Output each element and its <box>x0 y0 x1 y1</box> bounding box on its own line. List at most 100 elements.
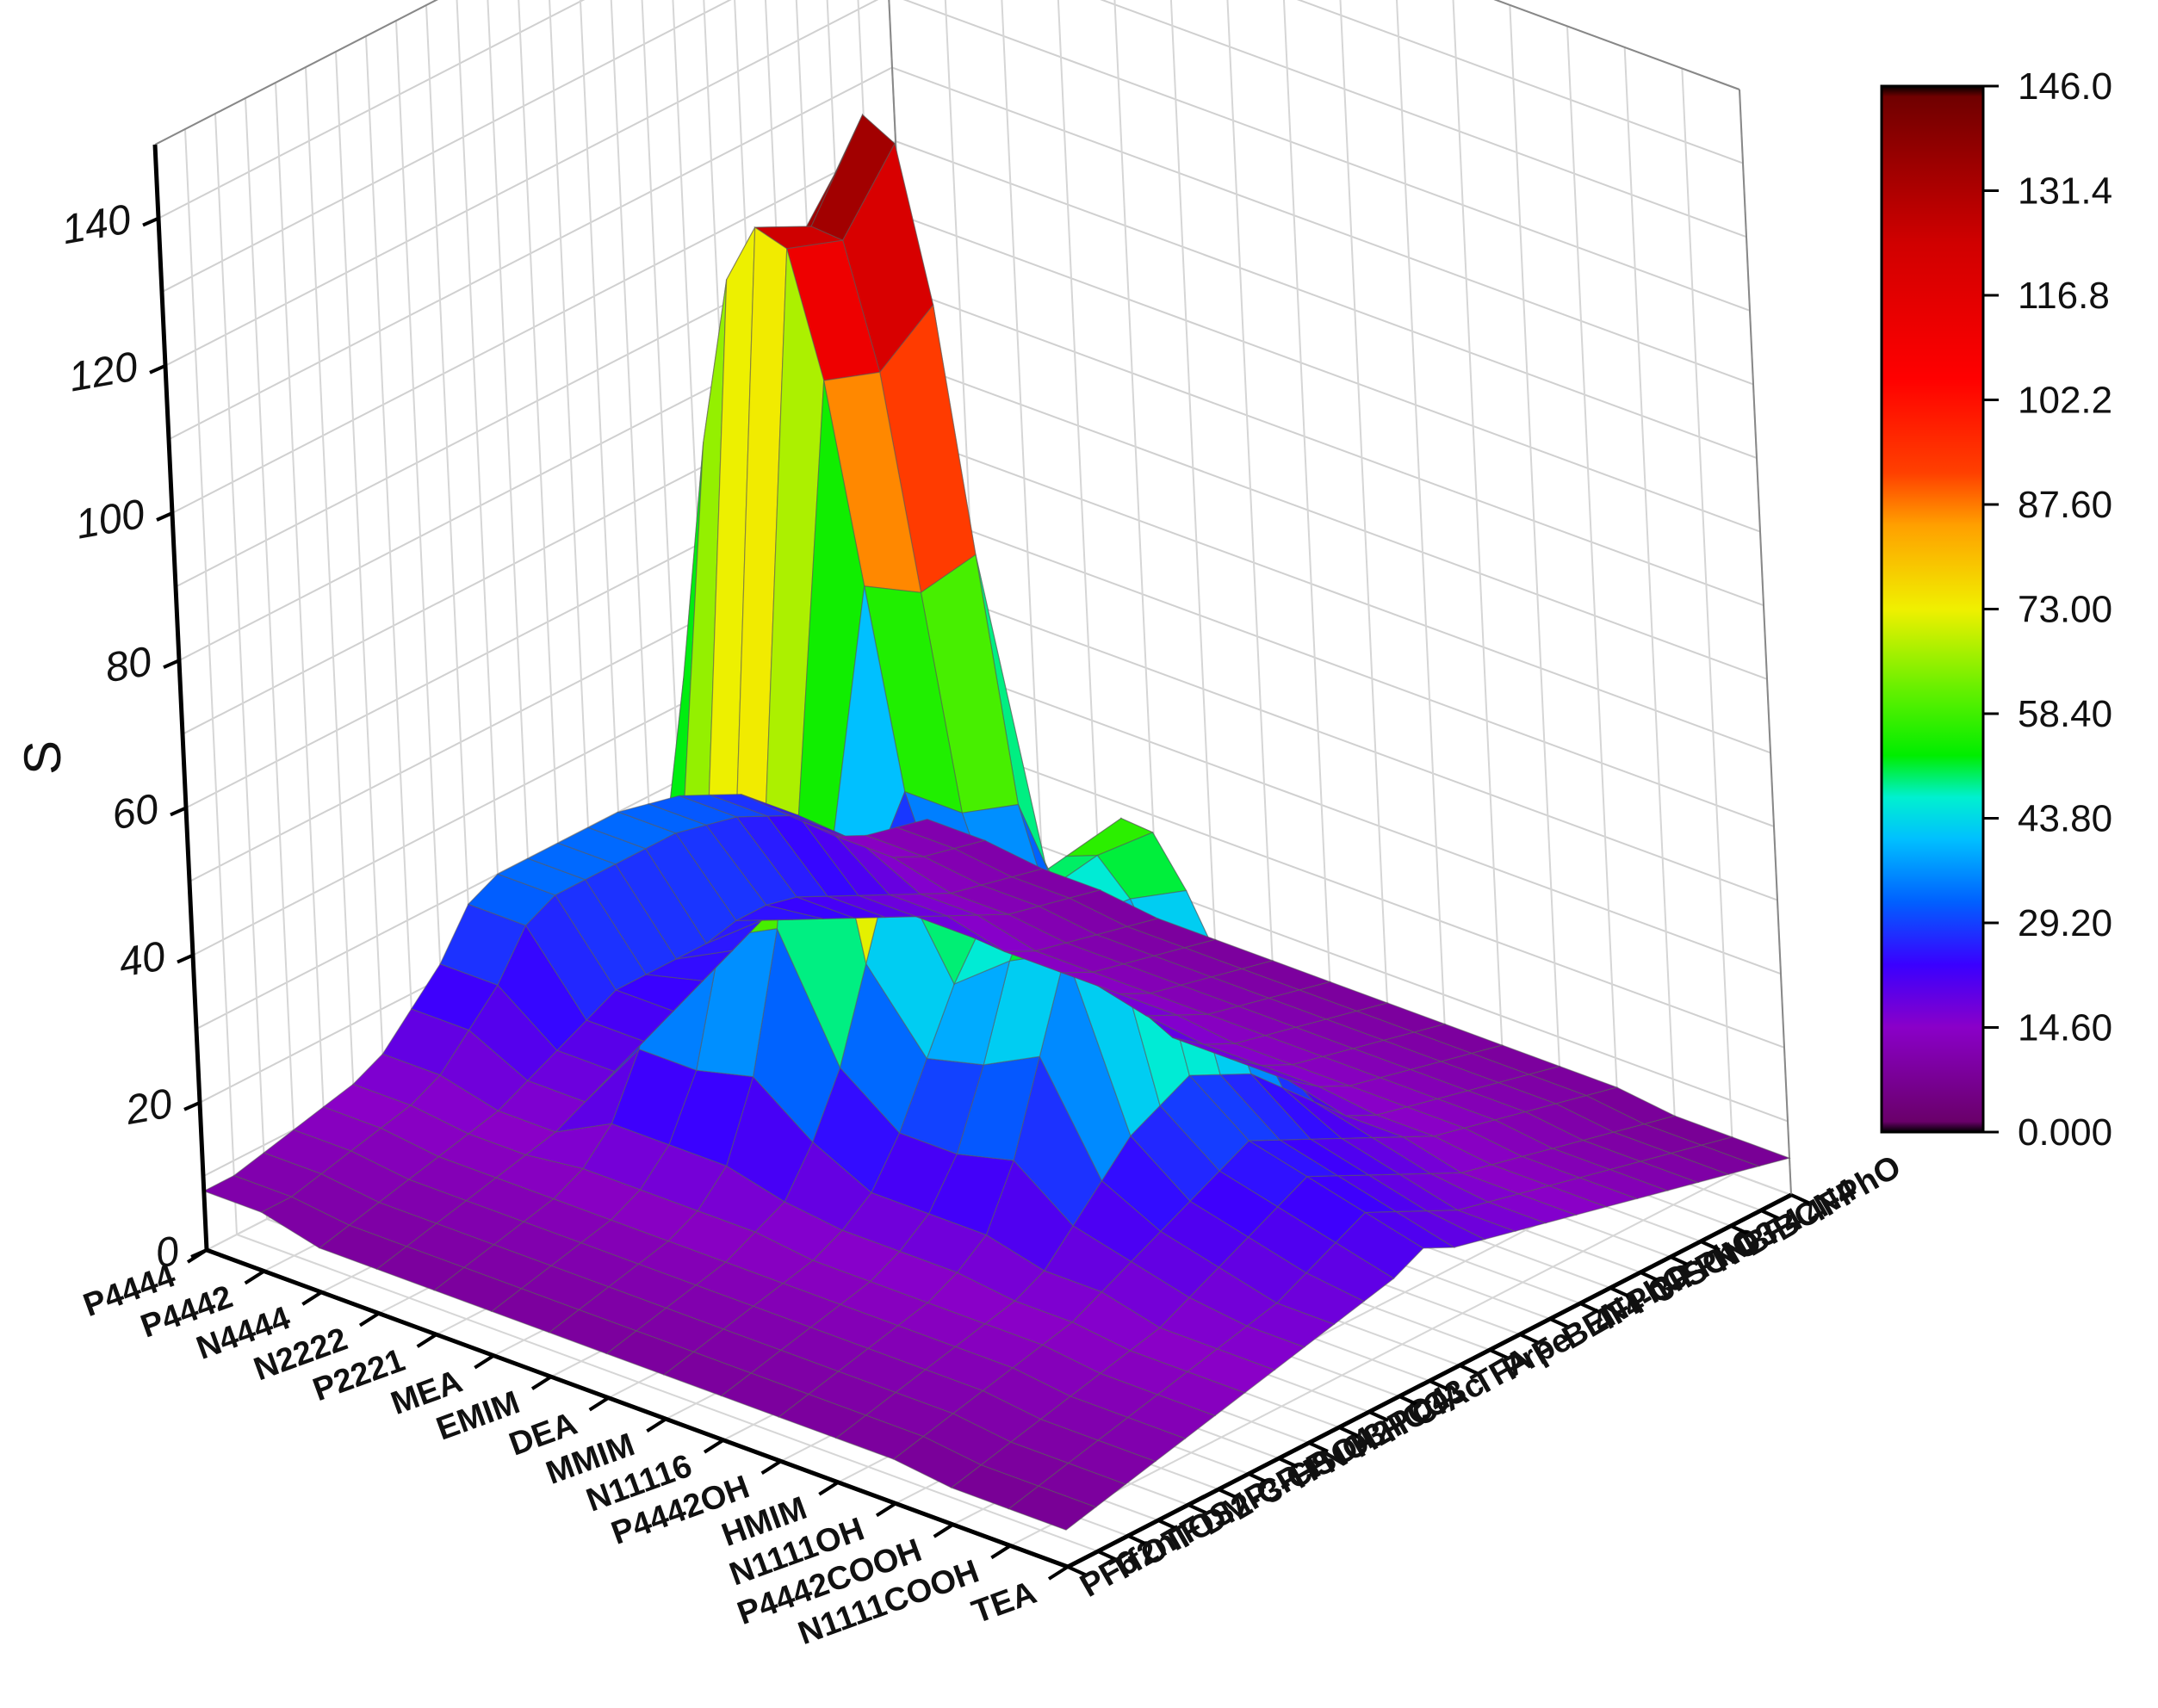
cation-tick <box>474 1353 495 1370</box>
gridline <box>895 140 1758 459</box>
cation-tick <box>818 1481 840 1496</box>
z-tick <box>163 659 180 670</box>
cation-tick <box>875 1501 897 1518</box>
gridline <box>1509 4 1563 1111</box>
gridline <box>912 509 1775 827</box>
cation-tick <box>358 1311 381 1327</box>
colorbar-label: 43.80 <box>2018 798 2112 840</box>
anion-tick <box>1218 1488 1238 1500</box>
colorbar-label: 0.000 <box>2018 1111 2112 1154</box>
colorbar-gradient <box>1880 84 1985 1134</box>
colorbar-label: 116.8 <box>2018 275 2110 317</box>
gridline <box>1001 0 1046 921</box>
box-edge <box>154 0 438 145</box>
colorbar-label: 131.4 <box>2018 170 2112 213</box>
z-tick-label: 140 <box>59 196 134 253</box>
anion-tick <box>1338 1426 1359 1438</box>
colorbar-label: 14.60 <box>2018 1007 2112 1049</box>
gridline <box>236 1234 1099 1552</box>
colorbar-label: 87.60 <box>2018 484 2112 526</box>
gridline <box>245 97 298 1204</box>
gridline <box>1396 0 1448 1068</box>
cation-tick <box>646 1417 667 1433</box>
gridline <box>1452 0 1505 1090</box>
cation-tick <box>760 1459 782 1476</box>
anion-tick <box>1067 1565 1088 1577</box>
z-tick-label: 80 <box>102 639 155 692</box>
anion-tick <box>1549 1317 1570 1329</box>
gridline <box>1113 0 1161 963</box>
gridline <box>335 51 388 1158</box>
z-tick <box>142 216 159 227</box>
gridline <box>214 113 268 1220</box>
z-tick-label: 60 <box>109 786 162 839</box>
box-edge <box>1493 0 1740 90</box>
colorbar-label: 29.20 <box>2018 902 2112 944</box>
gridline <box>1226 0 1275 1006</box>
anion-tick <box>1097 1550 1118 1562</box>
anion-tick <box>1640 1271 1660 1283</box>
anion-tick <box>1790 1193 1811 1205</box>
anion-tick <box>1760 1209 1781 1221</box>
colorbar-label: 73.00 <box>2018 589 2112 631</box>
gridline <box>915 582 1778 901</box>
anion-tick <box>1579 1302 1600 1314</box>
gridline <box>908 435 1771 754</box>
cation-tick <box>703 1439 725 1454</box>
gridline <box>305 66 358 1173</box>
gridline <box>1566 26 1620 1132</box>
gridline <box>1169 0 1219 984</box>
anion-tick <box>1459 1364 1479 1376</box>
cation-tick <box>530 1375 553 1390</box>
z-tick-label: 120 <box>65 343 141 400</box>
anion-tick <box>1248 1472 1268 1484</box>
gridline <box>1009 1173 1734 1547</box>
anion-tick <box>1670 1255 1690 1267</box>
cation-tick <box>588 1396 610 1412</box>
gridline <box>1057 0 1103 942</box>
gridline <box>1282 0 1333 1026</box>
z-tick-label: 20 <box>121 1080 176 1134</box>
z-tick-label: 100 <box>72 492 148 548</box>
z-tick <box>149 363 166 374</box>
cation-tick <box>416 1333 437 1348</box>
gridline <box>902 0 1751 312</box>
gridline <box>1296 0 1744 164</box>
z-tick-label: 40 <box>115 933 169 987</box>
anion-tick <box>1278 1457 1299 1469</box>
anion-tick <box>1700 1240 1721 1252</box>
anion-tick <box>1398 1395 1419 1407</box>
z-axis-line <box>152 144 209 1251</box>
gridline <box>1623 46 1677 1153</box>
z-tick <box>156 511 173 522</box>
cation-tick <box>301 1290 323 1306</box>
surface-cell <box>895 818 987 850</box>
z-tick <box>170 806 187 817</box>
gridline <box>902 288 1764 607</box>
gridline <box>275 82 328 1189</box>
gridline <box>905 361 1768 680</box>
gridline <box>184 128 238 1235</box>
cation-tick <box>186 1248 208 1264</box>
gridline <box>898 214 1761 533</box>
anion-tick <box>1157 1519 1178 1531</box>
box-edge <box>1739 89 1792 1196</box>
gridline <box>1681 68 1735 1174</box>
colorbar-label: 58.40 <box>2018 693 2112 735</box>
gridline <box>395 20 449 1127</box>
gridline <box>365 35 419 1142</box>
cation-tick <box>933 1523 954 1538</box>
surface-mesh <box>202 113 1791 1531</box>
anion-tick <box>1127 1534 1148 1546</box>
colorbar: 146.0 131.4 116.8 102.2 87.60 73.00 58.40 43.80… <box>1880 65 2112 1154</box>
z-tick <box>177 953 194 964</box>
anion-tick <box>1368 1410 1389 1422</box>
gridline <box>891 66 1754 386</box>
z-tick <box>183 1100 201 1111</box>
anion-tick <box>1519 1333 1540 1345</box>
cation-tick <box>244 1269 265 1285</box>
gridline <box>922 729 1785 1049</box>
cation-tick <box>990 1544 1012 1560</box>
colorbar-label: 146.0 <box>2018 65 2112 108</box>
